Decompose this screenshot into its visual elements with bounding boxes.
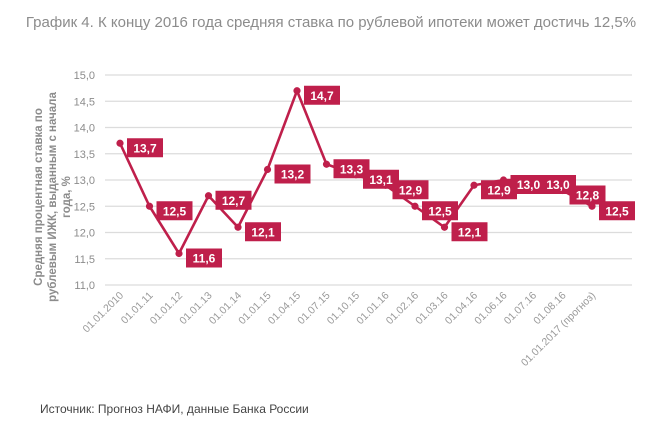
data-point bbox=[204, 192, 213, 200]
data-label: 12,1 bbox=[251, 225, 275, 239]
data-label: 13,3 bbox=[340, 162, 364, 176]
y-tick-label: 13,0 bbox=[74, 175, 95, 187]
data-point bbox=[263, 165, 272, 174]
data-point bbox=[234, 223, 242, 231]
data-point bbox=[470, 181, 478, 189]
y-tick-label: 13,5 bbox=[74, 149, 95, 161]
data-label-box bbox=[481, 180, 517, 200]
data-label: 12,7 bbox=[222, 194, 246, 208]
data-label: 12,5 bbox=[428, 204, 452, 218]
data-label-box bbox=[510, 175, 547, 194]
source-note: Источник: Прогноз НАФИ, данные Банка Рос… bbox=[40, 402, 309, 416]
chart-title: График 4. К концу 2016 года средняя став… bbox=[25, 14, 637, 31]
data-label: 12,8 bbox=[576, 189, 600, 203]
data-label: 12,9 bbox=[399, 183, 423, 197]
data-label: 12,9 bbox=[487, 183, 511, 197]
data-label: 13,0 bbox=[546, 178, 570, 192]
data-label: 14,7 bbox=[310, 89, 334, 103]
y-tick-label: 14,5 bbox=[74, 96, 95, 108]
data-label-box bbox=[215, 190, 252, 210]
data-label-box bbox=[127, 138, 163, 158]
data-label: 12,5 bbox=[163, 204, 187, 218]
data-label-box bbox=[451, 222, 488, 242]
data-label-box bbox=[540, 175, 576, 194]
data-label: 12,5 bbox=[605, 204, 629, 218]
data-point bbox=[145, 202, 154, 210]
data-point bbox=[322, 160, 331, 168]
data-label-box bbox=[392, 180, 429, 200]
data-label-box bbox=[156, 201, 193, 221]
data-point bbox=[440, 223, 449, 231]
data-label: 13,0 bbox=[517, 178, 541, 192]
data-point bbox=[411, 202, 419, 210]
data-label-box bbox=[569, 185, 606, 205]
data-label: 13,1 bbox=[369, 173, 393, 187]
data-label-box bbox=[186, 248, 222, 268]
data-label-box bbox=[363, 169, 399, 189]
data-label-box bbox=[599, 201, 635, 221]
data-label: 13,7 bbox=[133, 141, 157, 155]
y-tick-label: 12,5 bbox=[74, 201, 95, 213]
y-tick-label: 15,0 bbox=[74, 70, 95, 82]
data-point bbox=[293, 87, 301, 95]
data-label: 12,1 bbox=[458, 225, 482, 239]
data-label-box bbox=[274, 164, 311, 184]
data-label-box bbox=[245, 222, 281, 242]
y-tick-label: 14,0 bbox=[74, 123, 95, 135]
data-label-box bbox=[333, 159, 370, 179]
y-tick-label: 11,5 bbox=[74, 254, 95, 266]
x-tick-label: 01.01.2010 bbox=[80, 290, 126, 336]
data-label: 13,2 bbox=[281, 168, 305, 182]
y-tick-label: 11,0 bbox=[74, 280, 95, 292]
data-point bbox=[116, 139, 124, 147]
data-label-box bbox=[304, 85, 340, 105]
data-point bbox=[175, 249, 183, 258]
y-tick-label: 12,0 bbox=[74, 228, 95, 240]
data-label-box bbox=[422, 201, 458, 221]
data-label: 11,6 bbox=[193, 252, 216, 266]
